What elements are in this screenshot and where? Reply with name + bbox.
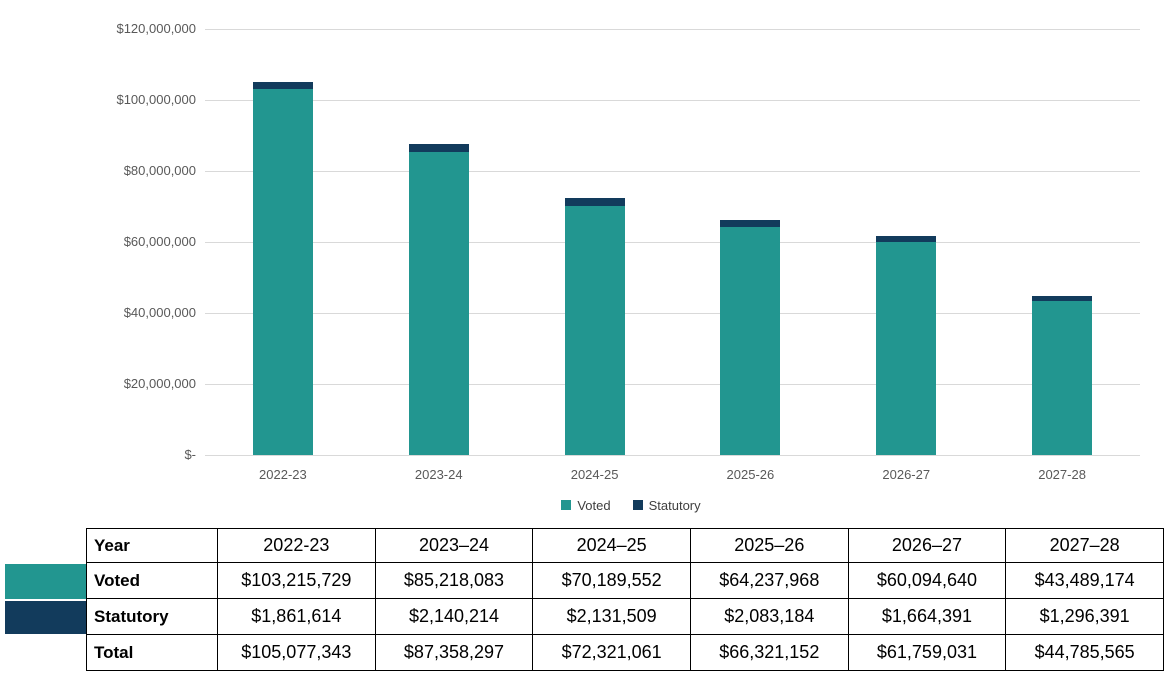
table-header-4: 2025–26 bbox=[689, 528, 849, 563]
table-cell: $2,083,184 bbox=[689, 598, 849, 635]
gridline bbox=[205, 242, 1140, 243]
gridline bbox=[205, 313, 1140, 314]
statutory-legend-swatch-icon bbox=[632, 500, 643, 510]
y-axis-label: $120,000,000 bbox=[116, 21, 196, 36]
table-cell: $43,489,174 bbox=[1005, 562, 1164, 599]
table-cell: $105,077,343 bbox=[217, 634, 376, 671]
table-header-5: 2026–27 bbox=[847, 528, 1007, 563]
table-cell: $87,358,297 bbox=[374, 634, 534, 671]
bar-segment-voted-2027-28 bbox=[1032, 301, 1093, 455]
gridline bbox=[205, 100, 1140, 101]
table-header-1: 2022-23 bbox=[217, 528, 376, 563]
bar-segment-voted-2025-26 bbox=[720, 227, 781, 455]
statutory-row-color-swatch bbox=[5, 601, 86, 634]
voted-legend-swatch-icon bbox=[561, 500, 572, 510]
gridline bbox=[205, 171, 1140, 172]
table-cell: $1,861,614 bbox=[217, 598, 376, 635]
bar-segment-voted-2023-24 bbox=[408, 152, 469, 455]
y-axis-label: $40,000,000 bbox=[123, 305, 196, 320]
bar-segment-voted-2024-25 bbox=[564, 206, 625, 455]
voted-row-color-swatch bbox=[5, 564, 86, 599]
table-cell: $2,140,214 bbox=[374, 598, 534, 635]
table-cell: $61,759,031 bbox=[847, 634, 1007, 671]
table-header-2: 2023–24 bbox=[374, 528, 534, 563]
bar-segment-statutory-2026-27 bbox=[876, 236, 937, 242]
row-label: Voted bbox=[86, 562, 218, 599]
y-axis-label: $80,000,000 bbox=[123, 163, 196, 178]
table-cell: $1,664,391 bbox=[847, 598, 1007, 635]
table-cell: $64,237,968 bbox=[689, 562, 849, 599]
table-corner-year: Year bbox=[86, 528, 218, 563]
x-axis-label: 2022-23 bbox=[259, 467, 307, 482]
legend-label-statutory: Statutory bbox=[648, 497, 701, 513]
gridline bbox=[205, 455, 1140, 456]
row-label: Statutory bbox=[86, 598, 218, 635]
x-axis-label: 2025-26 bbox=[726, 467, 775, 482]
bar-segment-statutory-2023-24 bbox=[408, 144, 469, 152]
table-header-6: 2027–28 bbox=[1005, 528, 1164, 563]
table-cell: $72,321,061 bbox=[532, 634, 691, 671]
gridline bbox=[205, 29, 1140, 30]
gridline bbox=[205, 384, 1140, 385]
y-axis-label: $60,000,000 bbox=[123, 234, 196, 249]
y-axis-label: $- bbox=[184, 447, 196, 462]
table-cell: $103,215,729 bbox=[217, 562, 376, 599]
x-axis-label: 2023-24 bbox=[414, 467, 463, 482]
table-row-voted: Voted $103,215,729 $85,218,083 $70,189,552 $… bbox=[86, 562, 1164, 599]
x-axis-label: 2027-28 bbox=[1038, 467, 1086, 482]
legend-label-voted: Voted bbox=[577, 497, 611, 513]
legend-item-statutory: Statutory bbox=[632, 497, 701, 513]
table-cell: $70,189,552 bbox=[532, 562, 691, 599]
table-row-statutory: Statutory $1,861,614 $2,140,214 $2,131,509 $… bbox=[86, 598, 1164, 635]
table-cell: $2,131,509 bbox=[532, 598, 691, 635]
table-cell: $66,321,152 bbox=[689, 634, 849, 671]
table-row-total: Total $105,077,343 $87,358,297 $72,321,061 $… bbox=[86, 634, 1164, 671]
budget-data-table: Year 2022-23 2023–24 2024–25 2025–26 2026–27 2… bbox=[86, 528, 1164, 671]
y-axis-label: $20,000,000 bbox=[123, 376, 196, 391]
bar-segment-statutory-2025-26 bbox=[720, 220, 781, 227]
table-cell: $60,094,640 bbox=[847, 562, 1007, 599]
table-cell: $85,218,083 bbox=[374, 562, 534, 599]
row-label: Total bbox=[86, 634, 218, 671]
legend-item-voted: Voted bbox=[561, 497, 611, 513]
table-cell: $44,785,565 bbox=[1005, 634, 1164, 671]
table-header-row: Year 2022-23 2023–24 2024–25 2025–26 2026–27 2… bbox=[86, 528, 1164, 563]
table-header-3: 2024–25 bbox=[532, 528, 691, 563]
bar-segment-statutory-2022-23 bbox=[252, 82, 313, 89]
bar-segment-statutory-2027-28 bbox=[1032, 296, 1093, 301]
x-axis-label: 2024-25 bbox=[570, 467, 619, 482]
chart-legend: Voted Statutory bbox=[205, 496, 1057, 514]
x-axis-label: 2026-27 bbox=[882, 467, 931, 482]
bar-segment-voted-2022-23 bbox=[252, 89, 313, 455]
bar-segment-statutory-2024-25 bbox=[564, 198, 625, 206]
table-cell: $1,296,391 bbox=[1005, 598, 1164, 635]
y-axis-label: $100,000,000 bbox=[116, 92, 196, 107]
bar-segment-voted-2026-27 bbox=[876, 242, 937, 455]
